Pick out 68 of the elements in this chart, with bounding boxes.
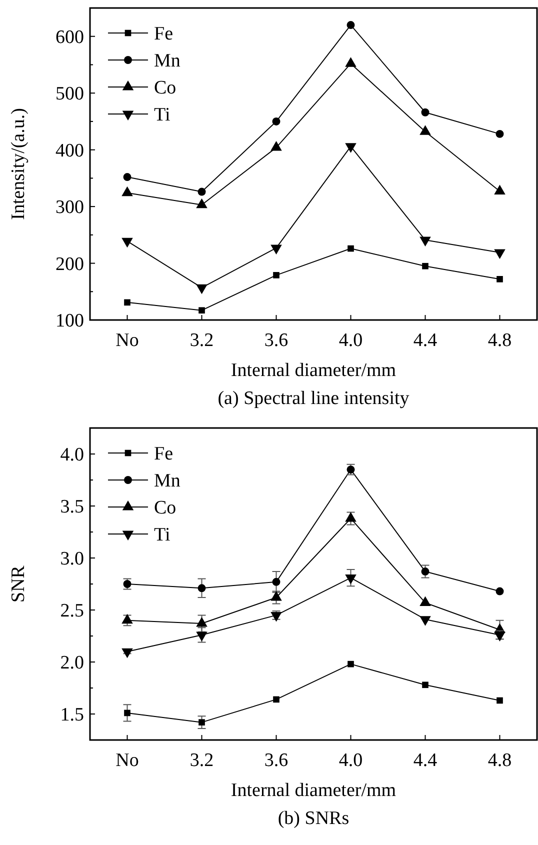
legend-label: Fe xyxy=(154,444,173,465)
legend-label: Ti xyxy=(154,104,170,126)
y-tick-label: 600 xyxy=(56,27,84,48)
y-tick-label: 400 xyxy=(56,140,84,162)
point xyxy=(124,710,130,716)
point xyxy=(122,614,133,624)
point xyxy=(496,130,504,138)
point xyxy=(346,21,355,29)
x-tick-label: 3.6 xyxy=(264,330,288,351)
point xyxy=(270,141,282,151)
point xyxy=(422,262,428,270)
point xyxy=(124,299,130,306)
x-tick-label: 3.2 xyxy=(190,330,214,351)
legend-label: Co xyxy=(154,498,176,519)
point xyxy=(196,284,208,294)
point xyxy=(198,307,205,314)
point xyxy=(196,617,208,627)
point xyxy=(198,188,206,196)
y-tick-label: 1.5 xyxy=(60,704,84,726)
x-tick-label: 4.0 xyxy=(338,330,363,351)
point xyxy=(348,660,354,668)
point xyxy=(420,596,431,606)
x-tick-label: 4.8 xyxy=(488,750,512,771)
point xyxy=(496,276,503,282)
point xyxy=(421,108,430,116)
point xyxy=(345,512,356,522)
y-tick-label: 3.5 xyxy=(60,496,84,518)
x-tick-label: 4.4 xyxy=(413,330,438,351)
y-tick-label: 2.5 xyxy=(60,600,84,622)
point xyxy=(422,682,428,688)
point xyxy=(270,591,282,601)
point xyxy=(345,57,356,67)
y-axis-title: SNR xyxy=(8,565,29,602)
legend-label: Fe xyxy=(154,24,173,45)
x-tick-label: No xyxy=(116,750,139,771)
y-tick-label: 500 xyxy=(56,84,84,105)
x-tick-label: 4.4 xyxy=(413,750,438,771)
point xyxy=(270,244,282,254)
y-tick-label: 2.0 xyxy=(60,652,84,674)
y-tick-label: 4.0 xyxy=(60,444,84,466)
point xyxy=(122,238,133,248)
x-axis-title: Internal diameter/mm xyxy=(230,780,396,801)
text: (b) SNRs xyxy=(278,808,350,829)
legend-label: Mn xyxy=(154,50,181,72)
y-tick-label: 100 xyxy=(56,310,84,332)
point xyxy=(420,236,431,247)
y-tick-label: 3.0 xyxy=(60,548,84,570)
x-tick-label: 3.6 xyxy=(264,750,288,771)
y-axis-title: Intensity/(a.u.) xyxy=(8,108,29,220)
legend-label: Co xyxy=(154,78,176,99)
point xyxy=(273,696,280,703)
legend-label: Ti xyxy=(154,524,170,546)
text: (a) Spectral line intensity xyxy=(218,388,410,409)
point xyxy=(348,245,354,252)
point xyxy=(123,173,132,182)
x-axis-title: Internal diameter/mm xyxy=(230,360,396,381)
x-tick-label: 3.2 xyxy=(190,750,214,771)
point xyxy=(272,117,280,126)
point xyxy=(420,125,431,135)
point xyxy=(494,249,506,259)
point xyxy=(273,272,280,278)
y-tick-label: 200 xyxy=(56,254,84,275)
x-tick-label: 4.0 xyxy=(338,750,363,771)
legend-label: Mn xyxy=(154,470,181,492)
x-tick-label: No xyxy=(116,330,139,351)
x-tick-label: 4.8 xyxy=(488,330,512,351)
point xyxy=(496,697,503,704)
y-tick-label: 300 xyxy=(56,197,84,218)
